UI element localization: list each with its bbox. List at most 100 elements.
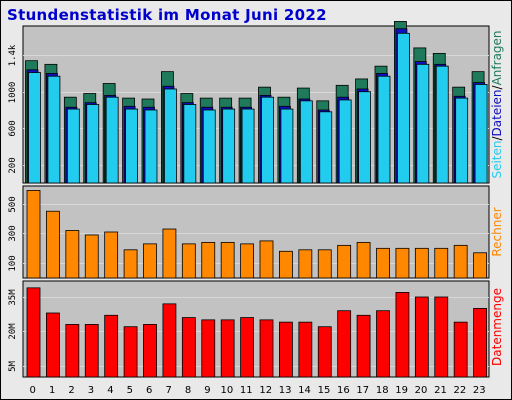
bar-seiten: [47, 75, 61, 184]
bar-datenmenge: [473, 308, 487, 378]
y-axis-label-part: Rechner: [490, 207, 504, 256]
bar-rechner: [356, 241, 371, 279]
x-tick-label: 20: [415, 385, 428, 396]
y-axis-label-part: Datenmenge: [490, 288, 504, 366]
bar-datenmenge: [220, 319, 235, 378]
x-tick-label: 23: [473, 385, 486, 396]
bar-rechner: [123, 249, 138, 279]
bar-rechner: [26, 190, 41, 279]
bar-rechner: [84, 234, 99, 279]
bar-datenmenge: [298, 321, 313, 378]
x-tick-label: 5: [127, 385, 133, 396]
x-tick-label: 17: [356, 385, 369, 396]
bar-seiten: [86, 104, 100, 184]
bar-datenmenge: [104, 314, 119, 378]
bar-datenmenge: [201, 319, 216, 378]
y-tick-label: 300: [8, 225, 18, 241]
y-tick-label: 20M: [8, 323, 18, 340]
x-tick-label: 21: [434, 385, 447, 396]
x-tick-label: 7: [165, 385, 171, 396]
plot-area-1: [22, 25, 490, 184]
x-tick-label: 22: [454, 385, 467, 396]
bar-rechner: [337, 244, 352, 279]
y-axis-label-datenmenge: Datenmenge: [490, 288, 504, 366]
bar-rechner: [395, 247, 410, 279]
bar-datenmenge: [84, 324, 99, 378]
bar-rechner: [414, 247, 429, 279]
bar-seiten: [435, 65, 449, 184]
bar-seiten: [416, 63, 430, 184]
x-tick-label: 15: [318, 385, 331, 396]
bar-seiten: [202, 109, 216, 184]
x-tick-label: 13: [279, 385, 292, 396]
x-tick-label: 3: [88, 385, 94, 396]
bar-seiten: [28, 72, 41, 184]
y-axis-label-part: /: [490, 84, 504, 89]
bar-rechner: [181, 243, 196, 279]
bar-rechner: [162, 228, 177, 279]
y-tick-label: 1000: [8, 82, 18, 104]
y-axis-label-part: Anfragen: [490, 30, 504, 85]
x-tick-label: 4: [107, 385, 113, 396]
x-tick-label: 18: [376, 385, 389, 396]
x-tick-label: 6: [146, 385, 152, 396]
bar-datenmenge: [279, 321, 293, 378]
bar-datenmenge: [143, 324, 157, 378]
bar-seiten: [299, 100, 313, 184]
bar-seiten: [261, 96, 274, 184]
bar-datenmenge: [453, 321, 468, 378]
bar-seiten: [455, 97, 469, 184]
bar-rechner: [143, 243, 157, 279]
bar-datenmenge: [259, 319, 274, 378]
bar-rechner: [434, 247, 449, 279]
bar-seiten: [280, 108, 294, 184]
bar-rechner: [317, 249, 332, 279]
x-tick-label: 0: [30, 385, 36, 396]
bar-datenmenge: [317, 326, 332, 378]
bar-rechner: [473, 252, 487, 279]
bar-rechner: [376, 247, 390, 279]
bar-seiten: [241, 108, 255, 184]
bar-rechner: [279, 250, 293, 279]
y-axis-label-rechner: Rechner: [490, 207, 504, 256]
y-tick-label: 1.4k: [8, 44, 18, 66]
y-axis-label-part: /: [490, 136, 504, 141]
bar-seiten: [164, 88, 177, 184]
y-tick-label: 100: [8, 255, 18, 271]
y-axis-label-part: Dateien: [490, 89, 504, 136]
bar-datenmenge: [26, 287, 41, 378]
chart-title: Stundenstatistik im Monat Juni 2022: [7, 6, 327, 24]
bar-datenmenge: [123, 326, 138, 378]
bar-rechner: [220, 241, 235, 279]
bar-datenmenge: [46, 312, 60, 378]
y-tick-label: 600: [8, 120, 18, 136]
x-tick-label: 14: [298, 385, 311, 396]
bar-seiten: [474, 84, 488, 184]
x-tick-label: 1: [49, 385, 55, 396]
bar-datenmenge: [162, 303, 177, 378]
bar-rechner: [46, 210, 60, 279]
bar-seiten: [144, 109, 158, 184]
bar-seiten: [105, 96, 119, 184]
bar-rechner: [453, 244, 468, 279]
x-tick-label: 2: [68, 385, 74, 396]
bar-rechner: [240, 243, 254, 279]
bar-datenmenge: [414, 296, 429, 378]
bar-seiten: [222, 108, 236, 184]
bar-seiten: [358, 91, 371, 184]
x-tick-label: 12: [259, 385, 272, 396]
y-tick-label: 5M: [8, 361, 18, 372]
bar-seiten: [338, 99, 352, 184]
bar-seiten: [66, 108, 80, 184]
y-axis-label-part: Seiten: [490, 141, 504, 179]
plot-area-2: [22, 185, 490, 279]
x-tick-label: 11: [240, 385, 253, 396]
bar-datenmenge: [434, 296, 449, 378]
bar-datenmenge: [181, 317, 196, 378]
x-tick-label: 16: [337, 385, 350, 396]
bar-rechner: [259, 240, 274, 279]
x-tick-label: 9: [204, 385, 210, 396]
bar-seiten: [183, 104, 197, 184]
x-tick-label: 19: [395, 385, 408, 396]
y-tick-label: 35M: [8, 289, 18, 306]
